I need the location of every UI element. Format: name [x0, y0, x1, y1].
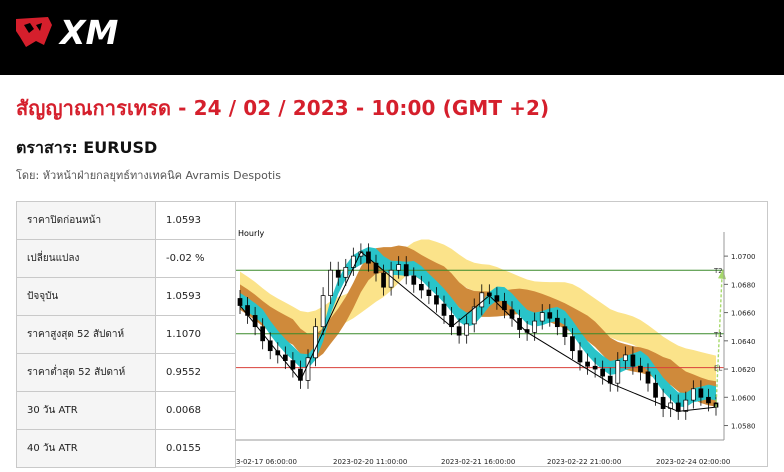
stats-table: ราคาปิดก่อนหน้า 1.0593 เปลี่ยนแปลง -0.02… — [16, 201, 236, 468]
candle-body — [539, 312, 545, 322]
table-row: 40 วัน ATR 0.0155 — [16, 429, 236, 468]
instrument-label: ตราสาร: EURUSD — [16, 138, 158, 157]
candle-body — [335, 269, 341, 278]
level-label-el: EL — [714, 365, 722, 373]
slow-ribbon-band — [240, 239, 716, 384]
page-title: สัญญาณการเทรด - 24 / 02 / 2023 - 10:00 (… — [16, 96, 550, 120]
y-tick-label: 1.0580 — [731, 423, 756, 431]
candle-body — [471, 306, 477, 325]
candle-body — [675, 402, 681, 412]
candle-body — [660, 396, 666, 409]
candle-body — [592, 365, 598, 370]
stat-value: 1.0593 — [155, 201, 236, 240]
candle-body — [396, 264, 402, 271]
candle-body — [290, 360, 296, 370]
candle-body — [456, 326, 462, 336]
xm-bull-logo-icon[interactable]: XM — [14, 11, 134, 51]
candle-body — [562, 326, 568, 337]
brand-wordmark: XM — [58, 13, 118, 51]
candle-body — [600, 368, 606, 377]
level-label-t2: T2 — [713, 267, 723, 275]
stat-label: ปัจจุบัน — [16, 277, 156, 316]
y-tick-label: 1.0680 — [731, 281, 756, 289]
candle-body — [411, 275, 417, 285]
price-chart-svg: Hourly T2 T1 EL 1.0700 1.0680 1.0660 1.0640 1.0… — [236, 229, 756, 466]
candle-body — [441, 303, 447, 316]
candle-body — [320, 295, 326, 328]
mid-ribbon-band — [240, 245, 716, 407]
stat-value: -0.02 % — [155, 239, 236, 278]
stat-label: ราคาปิดก่อนหน้า — [16, 201, 156, 240]
stat-value: 1.1070 — [155, 315, 236, 354]
candle-body — [570, 336, 575, 352]
top-bar: XM — [0, 0, 784, 75]
y-tick-label: 1.0700 — [731, 253, 756, 261]
stat-value: 1.0593 — [155, 277, 236, 316]
candle-body — [577, 350, 583, 363]
y-tick-label: 1.0620 — [731, 366, 756, 374]
stat-label: เปลี่ยนแปลง — [16, 239, 156, 278]
candle-body — [622, 354, 628, 361]
candle-body — [517, 317, 522, 330]
stat-value: 0.9552 — [155, 353, 236, 392]
x-tick-label: 2023-02-20 11:00:00 — [333, 458, 407, 466]
level-label-t1: T1 — [713, 331, 723, 339]
stat-label: ราคาสูงสุด 52 สัปดาห์ — [16, 315, 156, 354]
table-row: เปลี่ยนแปลง -0.02 % — [16, 239, 236, 278]
x-tick-label: 3-02-17 06:00:00 — [236, 458, 297, 466]
x-tick-label: 2023-02-21 16:00:00 — [441, 458, 515, 466]
table-row: ปัจจุบัน 1.0593 — [16, 277, 236, 316]
candle-body — [690, 388, 696, 401]
table-row: 30 วัน ATR 0.0068 — [16, 391, 236, 430]
y-tick-label: 1.0640 — [731, 338, 756, 346]
candle-body — [328, 269, 334, 296]
candle-body — [645, 371, 651, 384]
candle-body — [373, 262, 379, 274]
author-line: โดย: หัวหน้าฝ่ายกลยุทธ์ทางเทคนิค Avramis… — [16, 169, 281, 182]
stat-value: 0.0068 — [155, 391, 236, 430]
candle-body — [706, 396, 711, 404]
table-row: ราคาปิดก่อนหน้า 1.0593 — [16, 201, 236, 240]
table-row: ราคาสูงสุด 52 สัปดาห์ 1.1070 — [16, 315, 236, 354]
price-chart: Hourly T2 T1 EL 1.0700 1.0680 1.0660 1.0640 1.0… — [236, 201, 768, 467]
stat-value: 0.0155 — [155, 429, 236, 468]
candle-body — [426, 289, 432, 296]
fast-ribbon-band — [240, 246, 716, 408]
candle-body — [381, 272, 386, 288]
candle-body — [237, 298, 243, 306]
candle-body — [388, 269, 394, 288]
candle-body — [630, 354, 636, 367]
candle-body — [494, 295, 500, 302]
zigzag-line — [239, 251, 717, 412]
candle-body — [403, 264, 409, 277]
candle-body — [532, 320, 538, 333]
chart-title: Hourly — [238, 229, 264, 238]
candle-body — [434, 295, 439, 305]
y-tick-label: 1.0600 — [731, 394, 756, 402]
candle-body — [683, 399, 689, 412]
x-tick-label: 2023-02-22 21:00:00 — [547, 458, 621, 466]
projection-arrow — [715, 276, 723, 408]
candle-body — [615, 360, 621, 384]
stat-label: 30 วัน ATR — [16, 391, 156, 430]
candle-body — [554, 317, 560, 328]
x-tick-label: 2023-02-24 02:00:00 — [656, 458, 730, 466]
candle-body — [479, 292, 485, 308]
candle-body — [698, 388, 704, 398]
candle-body — [343, 267, 349, 278]
candle-body — [464, 323, 470, 336]
stat-label: ราคาต่ำสุด 52 สัปดาห์ — [16, 353, 156, 392]
candle-body — [313, 326, 318, 359]
candle-body — [282, 354, 288, 361]
y-tick-label: 1.0660 — [731, 310, 756, 318]
candle-body — [418, 284, 424, 291]
table-row: ราคาต่ำสุด 52 สัปดาห์ 0.9552 — [16, 353, 236, 392]
stat-label: 40 วัน ATR — [16, 429, 156, 468]
candle-body — [638, 365, 643, 373]
candle-body — [653, 382, 658, 398]
candle-body — [585, 361, 590, 367]
candle-body — [547, 312, 553, 319]
